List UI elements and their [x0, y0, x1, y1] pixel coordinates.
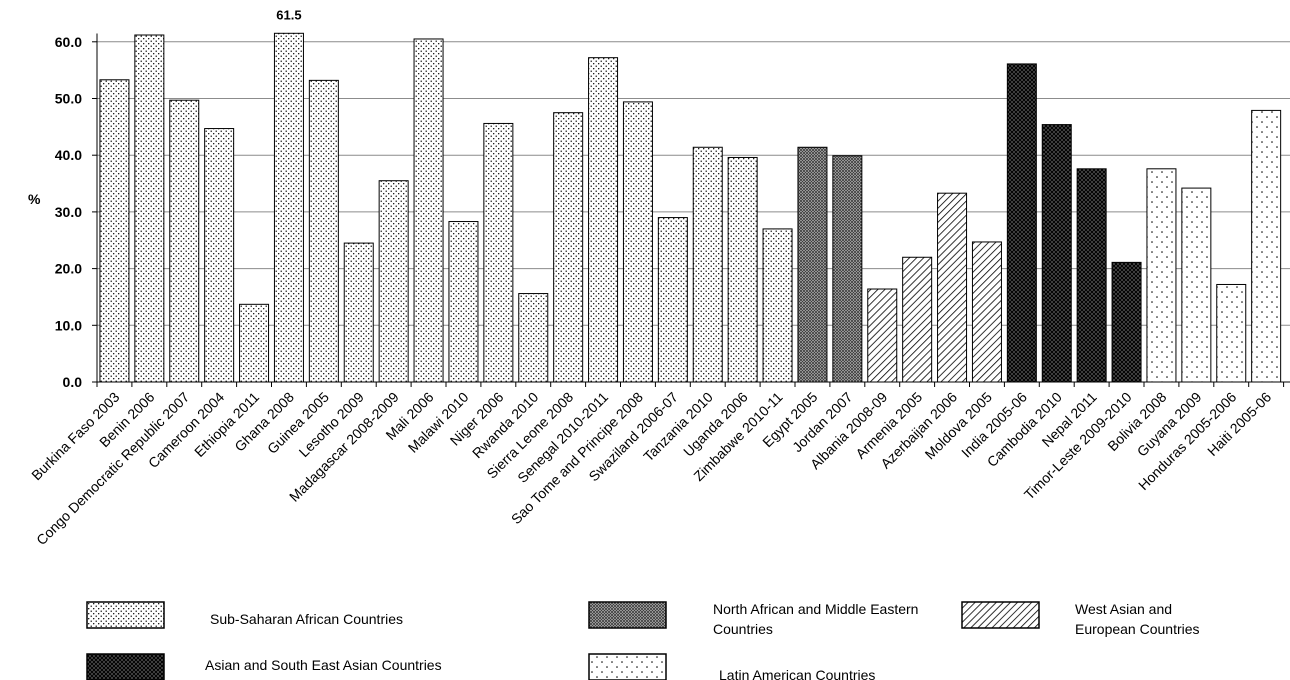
bar-burkina-faso-2003 [99, 79, 130, 383]
bar-india-2005-06 [1006, 63, 1037, 383]
bar-azerbaijan-2006 [937, 192, 968, 383]
bar-senegal-2010-2011 [588, 57, 619, 383]
y-tick-label: 0.0 [63, 374, 83, 390]
bar-zimbabwe-2010-11 [762, 228, 793, 383]
y-tick-label: 10.0 [55, 317, 82, 333]
legend: Sub-Saharan African Countries North Afric… [86, 601, 1200, 680]
bar-guinea-2005 [308, 79, 339, 383]
bar-moldova-2005 [971, 241, 1002, 383]
legend-label-asian-and-south-east-asian-countries: Asian and South East Asian Countries [205, 657, 442, 673]
legend-swatch-west-asian-and-european-countries [961, 601, 1040, 629]
legend-swatch-sub-saharan-african-countries [86, 601, 165, 629]
bar-tanzania-2010 [692, 146, 723, 383]
legend-swatch-asian-and-south-east-asian-countries [86, 653, 165, 680]
bar-cameroon-2004 [204, 128, 235, 383]
y-tick-label: 50.0 [55, 91, 82, 107]
legend-label-latin-american-countries: Latin American Countries [719, 667, 875, 680]
legend-swatch-north-african-and-middle-eastern-countries [588, 601, 667, 629]
bar-congo-democratic-republic-2007 [169, 99, 200, 383]
legend-swatch-latin-american-countries [588, 653, 667, 680]
bar-niger-2006 [483, 122, 514, 383]
bar-timor-leste-2009-2010 [1111, 261, 1142, 383]
legend-label-sub-saharan-african-countries: Sub-Saharan African Countries [210, 611, 403, 627]
bar-albania-2008-09 [867, 288, 898, 383]
bars [99, 32, 1282, 383]
bar-sierra-leone-2008 [553, 112, 584, 383]
y-axis-label: % [28, 191, 41, 207]
bar-ethiopia-2011 [239, 303, 270, 383]
bar-armenia-2005 [902, 256, 933, 383]
bar-benin-2006 [134, 34, 165, 383]
bar-cambodia-2010 [1041, 124, 1072, 383]
bar-malawi-2010 [448, 221, 479, 383]
legend-label-west-asian-and-european-countries: West Asian and European Countries [1075, 601, 1200, 637]
legend-label-north-african-and-middle-eastern-countries: North African and Middle Eastern Countrie… [713, 601, 918, 637]
y-tick-label: 40.0 [55, 147, 82, 163]
bar-ghana-2008 [273, 32, 304, 383]
y-tick-label: 60.0 [55, 34, 82, 50]
bar-honduras-2005-2006 [1216, 283, 1247, 383]
x-tick-label: Congo Democratic Republic 2007 [33, 389, 192, 548]
bar-haiti-2005-06 [1251, 109, 1282, 383]
bar-guyana-2009 [1181, 187, 1212, 383]
bar-nepal-2011 [1076, 168, 1107, 383]
bar-rwanda-2010 [518, 293, 549, 383]
data-label-ghana-2008: 61.5 [276, 7, 301, 22]
axes [92, 33, 1290, 387]
bar-madagascar-2008-2009 [378, 180, 409, 383]
bar-egypt-2005 [797, 146, 828, 383]
bar-bolivia-2008 [1146, 168, 1177, 383]
bar-uganda-2006 [727, 156, 758, 383]
bar-mali-2006 [413, 38, 444, 383]
y-tick-label: 20.0 [55, 261, 82, 277]
bar-swaziland-2006-07 [657, 217, 688, 383]
y-tick-label: 30.0 [55, 204, 82, 220]
bar-jordan-2007 [832, 155, 863, 383]
bar-lesotho-2009 [343, 242, 374, 383]
bar-sao-tome-and-principe-2008 [622, 101, 653, 383]
